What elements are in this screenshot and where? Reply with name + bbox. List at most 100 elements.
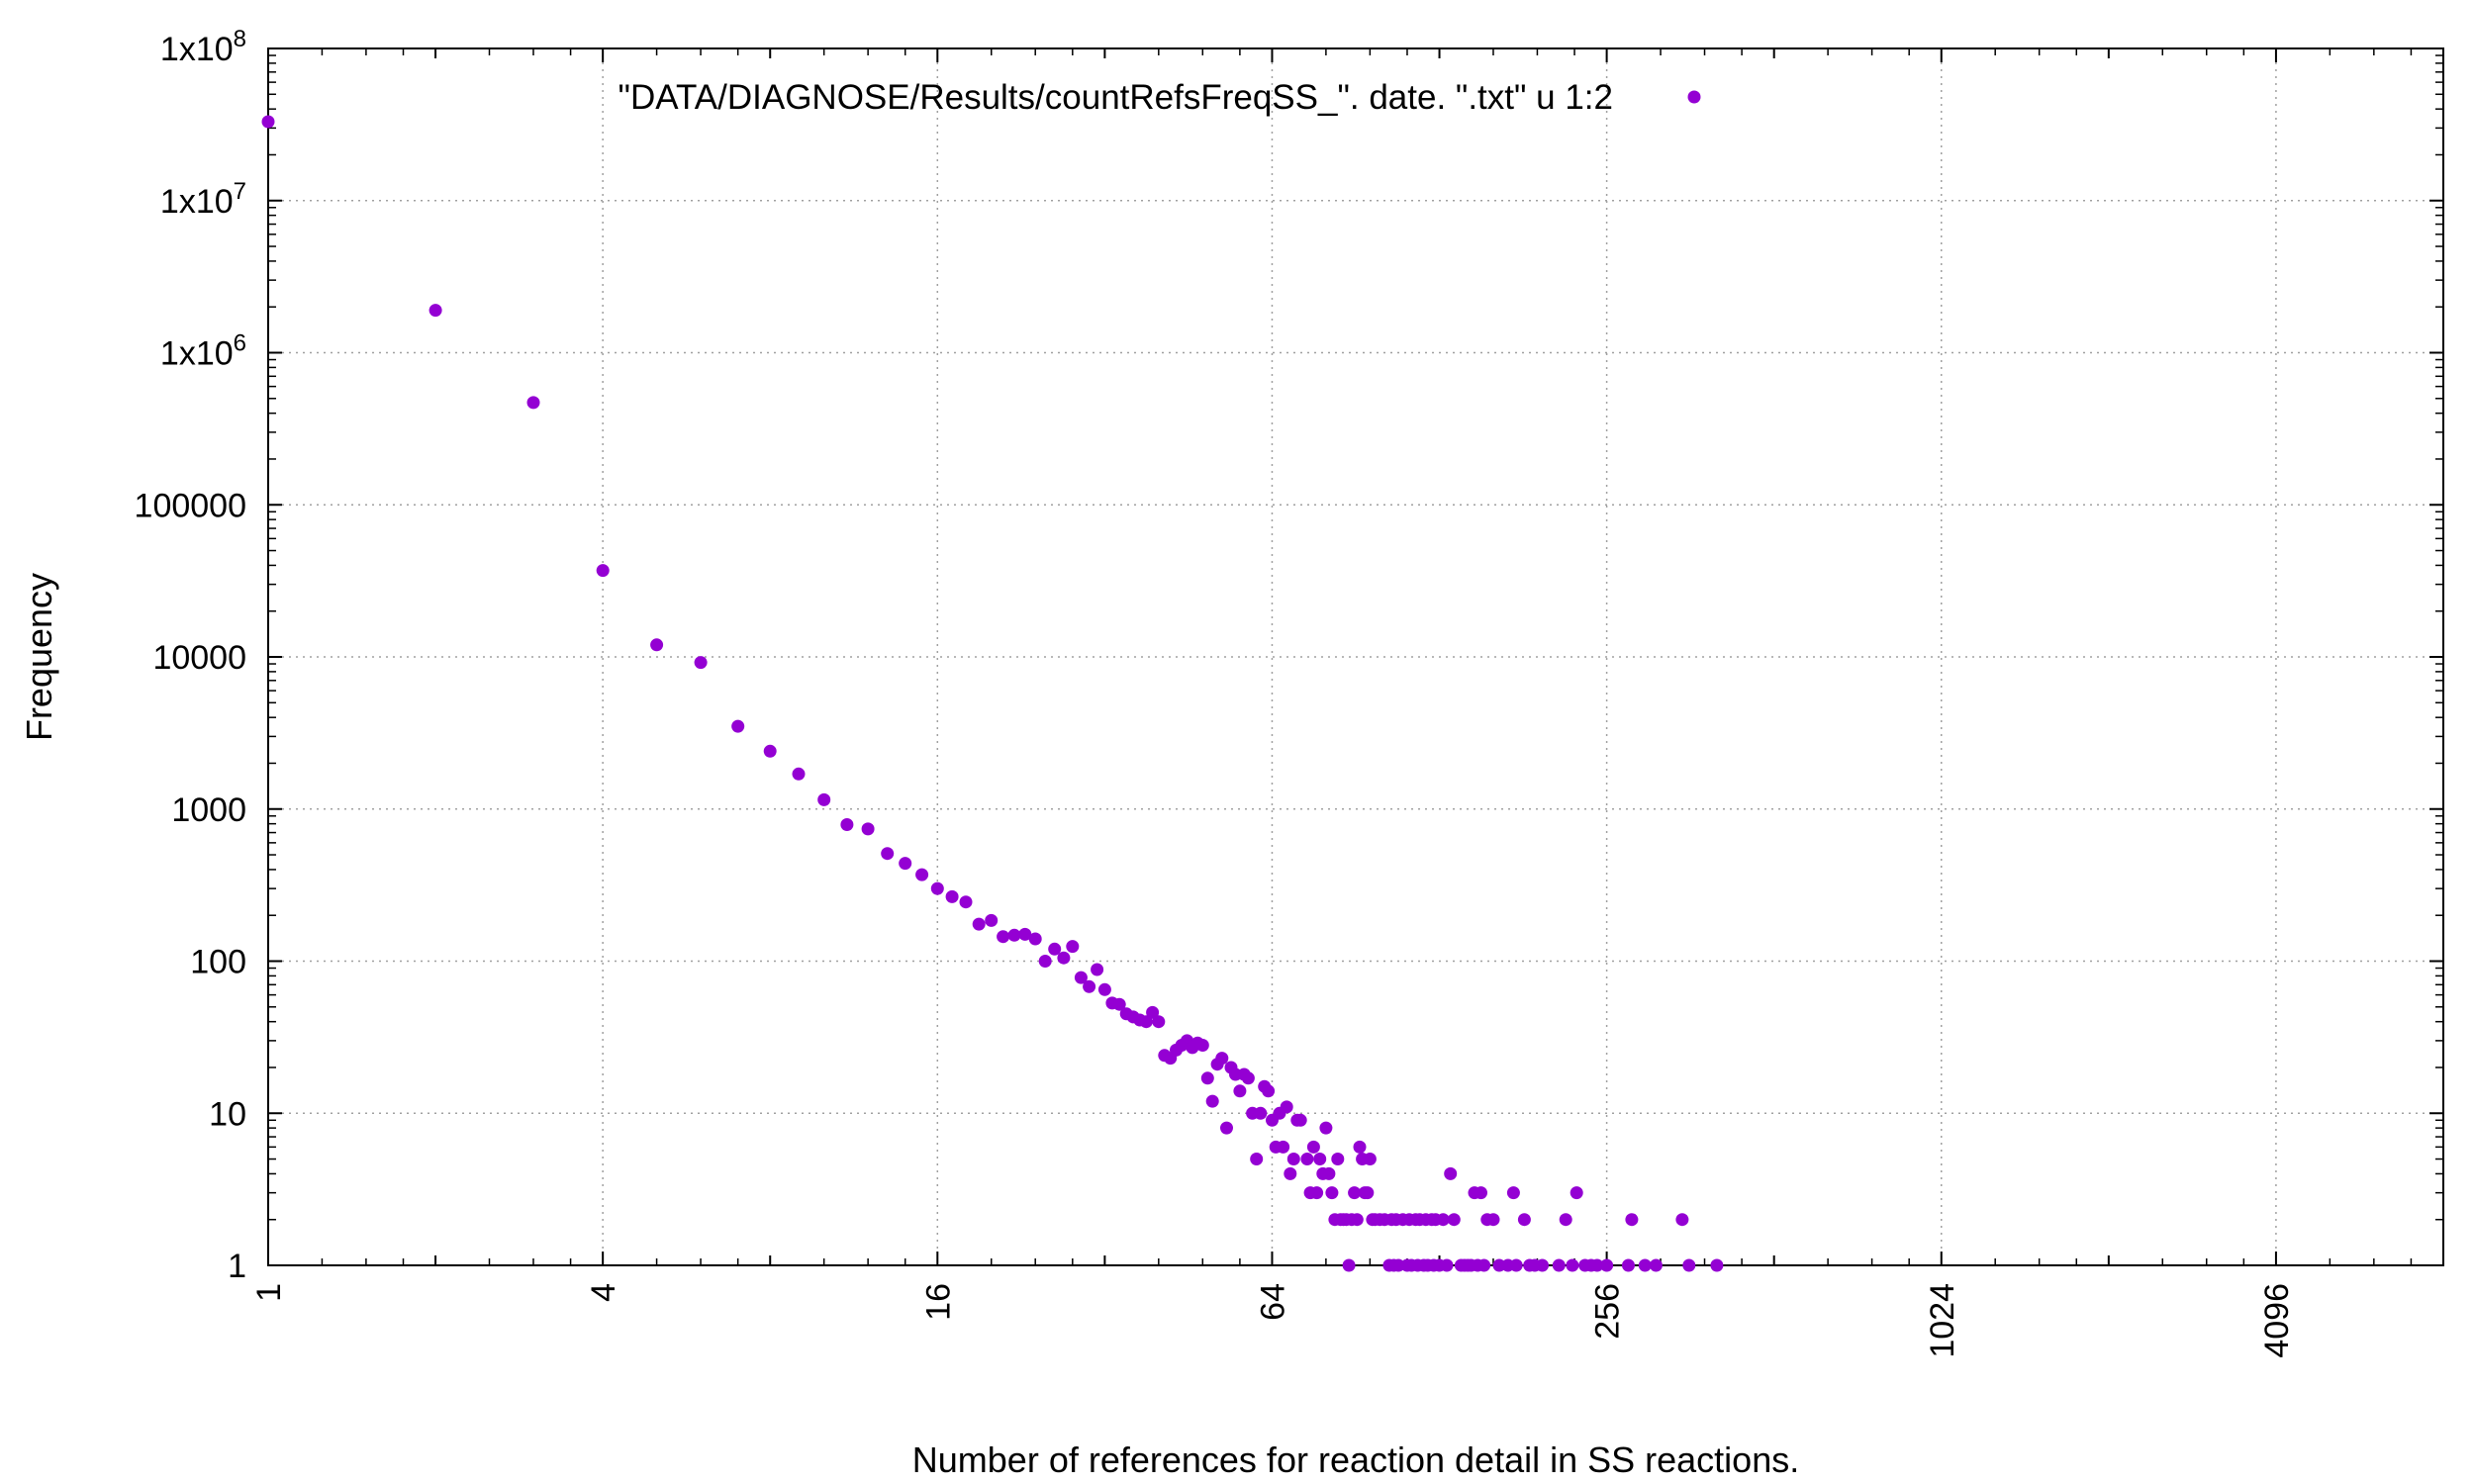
data-point (945, 889, 959, 903)
data-point (1649, 1258, 1663, 1272)
data-point (1447, 1213, 1461, 1227)
data-point (1112, 997, 1126, 1011)
data-point (881, 847, 895, 861)
data-point (1444, 1166, 1458, 1180)
data-point (1241, 1071, 1255, 1085)
data-point (1300, 1153, 1314, 1165)
data-point (1254, 1106, 1268, 1120)
data-point (1233, 1084, 1247, 1098)
data-point (1277, 1140, 1290, 1154)
data-point (1570, 1186, 1583, 1200)
data-point (817, 792, 831, 806)
data-point (972, 917, 986, 931)
x-tick-label: 16 (919, 1283, 957, 1321)
data-point (1486, 1213, 1500, 1227)
x-axis-title: Number of references for reaction detail… (912, 1439, 1799, 1480)
grid-lines (268, 48, 2443, 1265)
data-point (959, 895, 973, 909)
data-point (1146, 1005, 1160, 1019)
data-point (1195, 1039, 1209, 1052)
data-point (1440, 1258, 1454, 1272)
data-point (1638, 1258, 1652, 1272)
data-point (1322, 1166, 1336, 1180)
data-point (1048, 942, 1062, 956)
x-tick-labels: 1 4 16 64 256 1024 4096 (250, 1283, 2296, 1358)
data-point (596, 564, 610, 578)
data-point (1331, 1153, 1345, 1165)
data-point (1319, 1121, 1333, 1135)
data-points (261, 115, 1724, 1272)
data-point (1091, 963, 1104, 976)
x-tick-label: 4 (585, 1283, 622, 1302)
y-tick-label: 10000 (152, 639, 246, 677)
data-point (650, 638, 664, 652)
data-point (763, 744, 777, 758)
data-point (1313, 1153, 1327, 1165)
data-point (1675, 1213, 1689, 1227)
data-point (1475, 1186, 1487, 1200)
data-point (1262, 1084, 1276, 1098)
axis-ticks (267, 47, 2444, 1266)
data-point (1590, 1258, 1604, 1272)
data-point (1350, 1213, 1364, 1227)
data-point (1682, 1258, 1696, 1272)
data-point (1622, 1258, 1635, 1272)
data-point (1477, 1258, 1491, 1272)
data-point (1391, 1258, 1405, 1272)
data-point (1436, 1213, 1450, 1227)
x-tick-label: 1024 (1924, 1283, 1961, 1358)
data-point (1348, 1186, 1362, 1200)
legend-label: "DATA/DIAGNOSE/Results/countRefsFreqSS_"… (618, 78, 1613, 117)
y-tick-label: 100 (190, 944, 246, 981)
data-point (899, 857, 912, 871)
data-point (1566, 1258, 1579, 1272)
data-point (1559, 1213, 1572, 1227)
y-tick-label: 10 (209, 1095, 246, 1133)
data-point (428, 304, 442, 318)
y-tick-label: 1x106 (160, 330, 246, 373)
data-point (1215, 1052, 1229, 1066)
data-point (1600, 1258, 1614, 1272)
data-point (1353, 1140, 1367, 1154)
y-axis-title: Frequency (19, 573, 59, 741)
data-point (1325, 1186, 1339, 1200)
data-point (1152, 1015, 1166, 1029)
data-point (1284, 1166, 1297, 1180)
data-point (1506, 1186, 1520, 1200)
data-point (1710, 1258, 1724, 1272)
data-point (731, 719, 745, 733)
x-tick-label: 256 (1589, 1283, 1627, 1340)
x-tick-label: 4096 (2258, 1283, 2296, 1358)
data-point (1205, 1094, 1219, 1108)
legend-marker (1687, 90, 1701, 104)
data-point (1306, 1140, 1320, 1154)
y-tick-label: 1x107 (160, 178, 246, 221)
data-point (1028, 932, 1042, 946)
data-point (1038, 955, 1052, 968)
x-tick-label: 64 (1254, 1283, 1291, 1321)
data-point (694, 656, 708, 670)
data-point (1517, 1213, 1531, 1227)
data-point (1342, 1258, 1356, 1272)
data-point (261, 115, 275, 129)
data-point (915, 868, 929, 881)
data-point (1007, 928, 1021, 942)
data-point (1509, 1258, 1523, 1272)
plot-frame (267, 47, 2444, 1266)
data-point (1057, 951, 1071, 965)
data-point (1363, 1153, 1377, 1165)
data-point (1066, 940, 1080, 954)
data-point (840, 818, 854, 831)
data-point (1552, 1258, 1566, 1272)
data-point (1536, 1258, 1549, 1272)
data-point (1074, 971, 1088, 984)
data-point (1097, 982, 1111, 996)
y-tick-label: 100000 (135, 487, 246, 524)
data-point (1250, 1153, 1264, 1165)
data-point (1625, 1213, 1639, 1227)
data-point (1310, 1186, 1324, 1200)
data-point (526, 396, 540, 410)
data-point (985, 913, 999, 927)
legend: "DATA/DIAGNOSE/Results/countRefsFreqSS_"… (618, 78, 1701, 117)
